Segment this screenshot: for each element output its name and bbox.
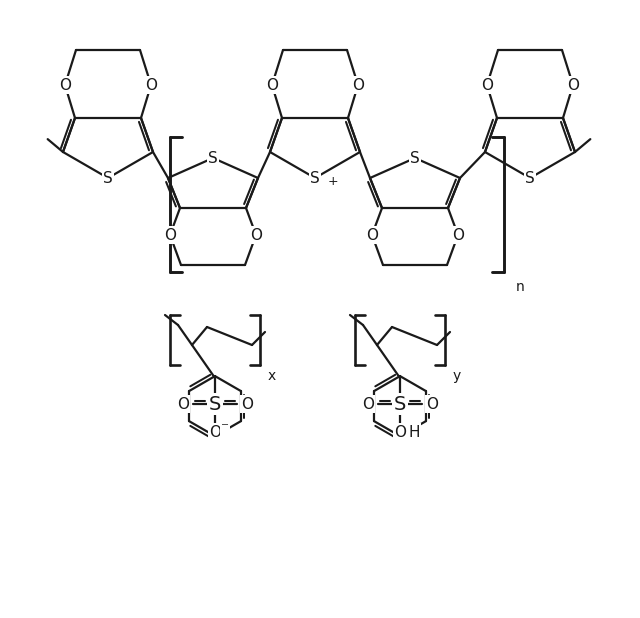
Text: O: O [145,77,157,93]
Text: S: S [525,171,535,185]
Text: O: O [452,227,464,242]
Text: S: S [209,395,221,413]
Text: S: S [410,151,420,166]
Text: O: O [164,227,176,242]
Text: +: + [328,174,339,187]
Text: H: H [408,425,420,439]
Text: ⁻: ⁻ [221,421,229,436]
Text: x: x [268,369,276,383]
Text: O: O [481,77,493,93]
Text: n: n [516,280,525,294]
Text: O: O [426,397,438,412]
Text: S: S [103,171,113,185]
Text: O: O [567,77,579,93]
Text: S: S [208,151,218,166]
Text: O: O [250,227,262,242]
Text: S: S [310,171,320,185]
Text: O: O [241,397,253,412]
Text: O: O [394,425,406,439]
Text: O: O [266,77,278,93]
Text: O: O [177,397,189,412]
Text: O: O [352,77,364,93]
Text: O: O [59,77,71,93]
Text: O: O [366,227,378,242]
Text: S: S [394,395,406,413]
Text: y: y [453,369,461,383]
Text: O: O [362,397,374,412]
Text: O: O [209,425,221,439]
